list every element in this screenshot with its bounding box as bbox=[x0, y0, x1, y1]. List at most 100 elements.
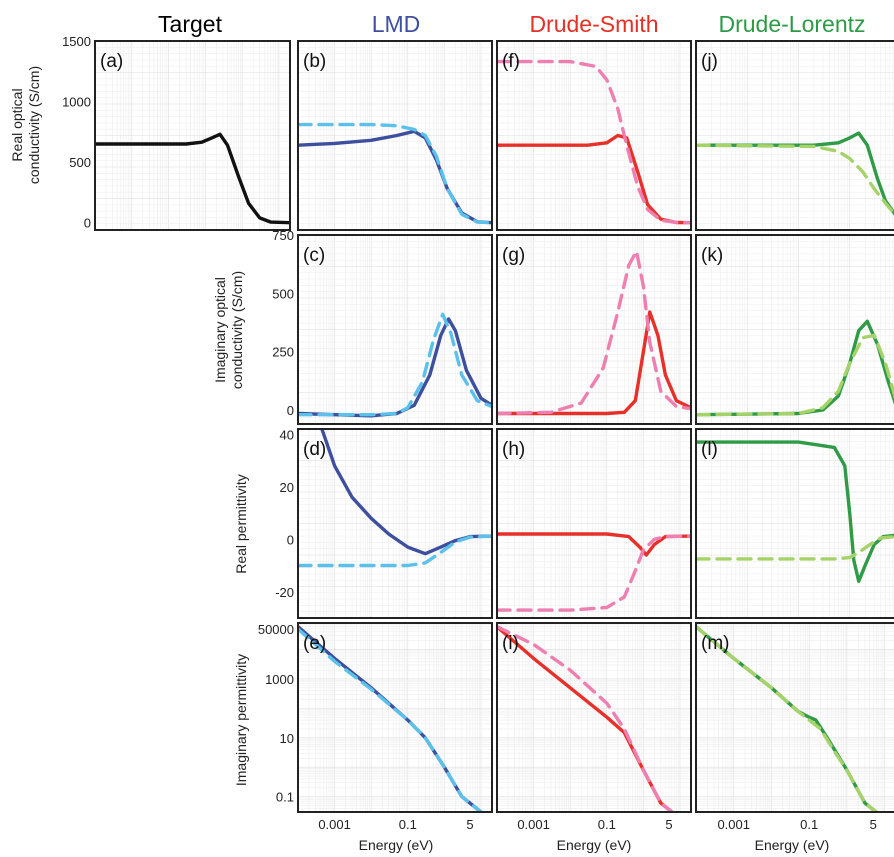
y-tick-label: 750 bbox=[272, 228, 294, 243]
panels: (a) 1500 1000 500 0 (b) (f) (j) (c) 750 500 250 0 (g)… bbox=[62, 34, 894, 832]
series-dashed-d bbox=[298, 534, 492, 568]
panel-m: (m) 0.001 0.1 5 bbox=[695, 622, 894, 832]
panel-frame bbox=[496, 428, 692, 619]
panel-label: (j) bbox=[701, 51, 718, 72]
y-tick-label: 500 bbox=[272, 286, 294, 301]
series-dashed-j bbox=[696, 143, 894, 216]
xlabel-drude-lorentz: Energy (eV) bbox=[755, 837, 830, 853]
panel-frame bbox=[496, 234, 692, 425]
panel-i: (i) 0.001 0.1 5 bbox=[496, 622, 692, 832]
panel-label: (b) bbox=[303, 51, 326, 72]
ylabel-row3: Real permittivity bbox=[233, 474, 249, 574]
series-solid-j bbox=[696, 131, 894, 216]
ylabel-row2: Imaginary optical conductivity (S/cm) bbox=[212, 271, 245, 389]
title-drude-lorentz: Drude-Lorentz bbox=[718, 11, 865, 37]
series-solid-k bbox=[696, 319, 894, 417]
series-solid-b bbox=[298, 129, 492, 225]
panel-label: (g) bbox=[502, 245, 525, 266]
panel-label: (i) bbox=[502, 633, 519, 654]
x-tick-label: 0.1 bbox=[598, 817, 616, 832]
grid bbox=[696, 235, 894, 424]
series-solid-f bbox=[497, 133, 691, 225]
x-tick-label: 0.1 bbox=[800, 817, 818, 832]
series-dashed-h bbox=[497, 534, 691, 612]
x-tick-label: 5 bbox=[466, 817, 473, 832]
series-solid-i bbox=[497, 625, 674, 812]
panel-frame bbox=[695, 234, 894, 425]
panel-label: (e) bbox=[303, 633, 326, 654]
series-dashed-e bbox=[298, 627, 483, 812]
ylabel-row1-line2: conductivity (S/cm) bbox=[26, 66, 42, 184]
panel-label: (l) bbox=[701, 439, 718, 460]
panel-b: (b) bbox=[297, 40, 493, 231]
grid bbox=[298, 235, 492, 424]
panel-frame bbox=[94, 40, 291, 231]
panel-frame bbox=[695, 428, 894, 619]
panel-j: (j) bbox=[695, 40, 894, 231]
panel-label: (m) bbox=[701, 633, 729, 654]
y-tick-label: -20 bbox=[275, 585, 294, 600]
panel-frame bbox=[695, 622, 894, 813]
series-solid-m bbox=[696, 625, 878, 812]
y-tick-label: 1000 bbox=[265, 672, 294, 687]
panel-label: (a) bbox=[100, 51, 123, 72]
series-dashed-i bbox=[497, 625, 674, 812]
panel-frame bbox=[695, 40, 894, 231]
panel-label: (h) bbox=[502, 439, 525, 460]
grid bbox=[696, 41, 894, 230]
series-dashed-l bbox=[696, 535, 894, 561]
panel-k: (k) bbox=[695, 234, 894, 425]
title-target: Target bbox=[158, 11, 223, 37]
panel-label: (f) bbox=[502, 51, 520, 72]
y-tick-label: 250 bbox=[272, 345, 294, 360]
y-tick-label: 0 bbox=[287, 532, 294, 547]
y-tick-label: 50000 bbox=[258, 622, 294, 637]
panel-f: (f) bbox=[496, 40, 692, 231]
series-dashed-b bbox=[298, 122, 492, 225]
series-solid-l bbox=[696, 440, 894, 583]
ylabel-row1-line1: Real optical bbox=[9, 88, 25, 161]
xlabel-drude-smith: Energy (eV) bbox=[557, 837, 632, 853]
panel-frame bbox=[297, 40, 493, 231]
panel-c: (c) 750 500 250 0 bbox=[272, 228, 493, 425]
series-dashed-m bbox=[696, 625, 878, 812]
panel-frame bbox=[297, 428, 493, 619]
series-dashed-c bbox=[298, 312, 492, 417]
panel-e: (e) 50000 1000 10 0.1 0.001 0.1 5 bbox=[258, 622, 493, 832]
panel-l: (l) bbox=[695, 428, 894, 619]
y-tick-label: 1000 bbox=[62, 95, 91, 110]
x-tick-label: 0.1 bbox=[399, 817, 417, 832]
series-solid-a bbox=[95, 132, 290, 225]
panel-d: (d) 40 20 0 -20 bbox=[275, 427, 493, 619]
panel-g: (g) bbox=[496, 234, 692, 425]
y-tick-label: 0 bbox=[84, 216, 91, 231]
title-drude-smith: Drude-Smith bbox=[529, 11, 658, 37]
grid bbox=[95, 41, 290, 230]
ylabel-row2-line2: conductivity (S/cm) bbox=[229, 271, 245, 389]
panel-label: (k) bbox=[701, 245, 723, 266]
series-solid-g bbox=[497, 310, 691, 416]
x-tick-label: 5 bbox=[665, 817, 672, 832]
series-dashed-f bbox=[497, 59, 691, 225]
y-tick-label: 500 bbox=[69, 155, 91, 170]
xlabel-lmd: Energy (eV) bbox=[359, 837, 434, 853]
series-dashed-k bbox=[696, 333, 894, 417]
grid bbox=[298, 623, 492, 812]
panel-frame bbox=[496, 622, 692, 813]
panel-label: (c) bbox=[303, 245, 325, 266]
x-tick-label: 0.001 bbox=[318, 817, 351, 832]
series-solid-h bbox=[497, 532, 691, 557]
ylabel-row2-line1: Imaginary optical bbox=[212, 277, 228, 383]
y-tick-label: 40 bbox=[280, 427, 294, 442]
y-tick-label: 0 bbox=[287, 403, 294, 418]
panel-h: (h) bbox=[496, 428, 692, 619]
y-tick-label: 10 bbox=[280, 731, 294, 746]
x-tick-label: 0.001 bbox=[517, 817, 550, 832]
grid bbox=[497, 235, 691, 424]
y-tick-label: 1500 bbox=[62, 34, 91, 49]
panel-frame bbox=[496, 40, 692, 231]
x-tick-label: 0.001 bbox=[717, 817, 750, 832]
grid bbox=[696, 429, 894, 618]
title-lmd: LMD bbox=[372, 11, 421, 37]
